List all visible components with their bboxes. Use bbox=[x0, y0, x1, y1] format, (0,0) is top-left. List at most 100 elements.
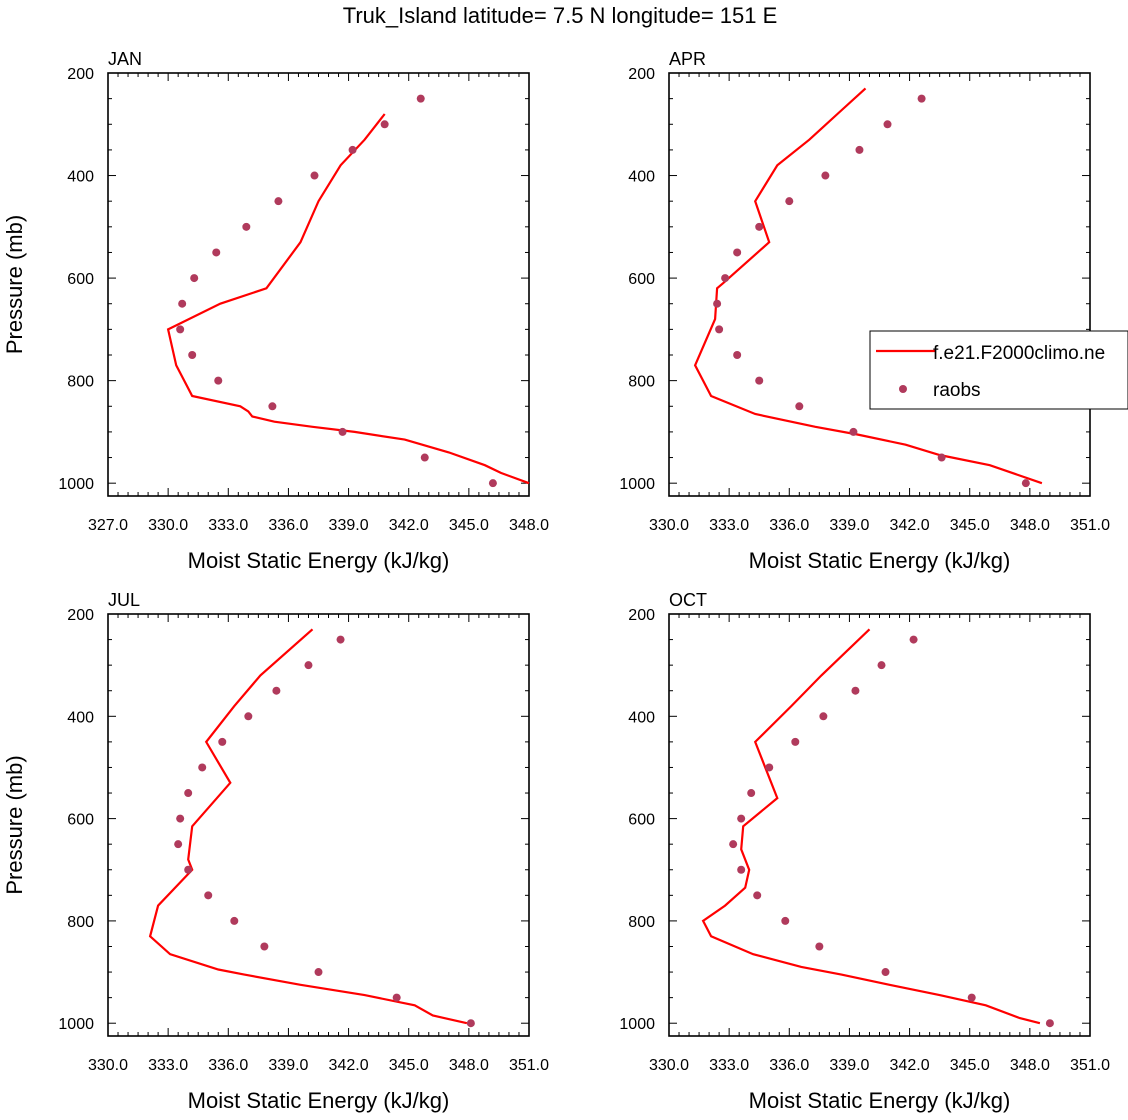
x-tick-label: 333.0 bbox=[148, 1057, 188, 1074]
raobs-point bbox=[184, 865, 193, 874]
raobs-point bbox=[230, 916, 239, 925]
raobs-point bbox=[1045, 1019, 1054, 1028]
figure-title: Truk_Island latitude= 7.5 N longitude= 1… bbox=[343, 3, 778, 28]
raobs-point bbox=[713, 299, 722, 308]
y-tick-label: 1000 bbox=[58, 476, 94, 493]
raobs-point bbox=[190, 274, 199, 283]
raobs-point bbox=[917, 94, 926, 103]
raobs-point bbox=[851, 686, 860, 695]
y-axis-title: Pressure (mb) bbox=[2, 215, 27, 354]
raobs-point bbox=[881, 968, 890, 977]
x-tick-label: 339.0 bbox=[268, 1057, 308, 1074]
raobs-point bbox=[737, 814, 746, 823]
y-tick-label: 800 bbox=[67, 914, 94, 931]
y-tick-label: 200 bbox=[628, 607, 655, 624]
x-tick-label: 342.0 bbox=[890, 1057, 930, 1074]
x-tick-label: 345.0 bbox=[950, 1057, 990, 1074]
raobs-point bbox=[242, 222, 251, 231]
raobs-point bbox=[737, 865, 746, 874]
raobs-point bbox=[174, 840, 183, 849]
x-axis-title: Moist Static Energy (kJ/kg) bbox=[188, 548, 450, 573]
chart-panel-apr: 330.0 333.0 336.0 339.0 342.0 345.0 348.0 351.0… bbox=[619, 49, 1128, 573]
raobs-point bbox=[855, 145, 864, 154]
x-tick-label: 330.0 bbox=[649, 1057, 689, 1074]
panels-group: 327.0 330.0 333.0 336.0 339.0 342.0 345.0 348.0… bbox=[2, 49, 1128, 1113]
raobs-point bbox=[755, 376, 764, 385]
plot-frame bbox=[107, 72, 530, 497]
series-line-model bbox=[148, 628, 468, 1025]
raobs-point bbox=[937, 453, 946, 462]
legend-label-raobs: raobs bbox=[933, 380, 981, 401]
raobs-point bbox=[819, 712, 828, 721]
x-tick-label: 330.0 bbox=[148, 517, 188, 534]
panel-label: JAN bbox=[108, 49, 142, 69]
y-tick-label: 1000 bbox=[619, 1016, 655, 1033]
raobs-point bbox=[272, 686, 281, 695]
raobs-point bbox=[348, 145, 357, 154]
raobs-point bbox=[380, 120, 389, 129]
x-tick-label: 351.0 bbox=[1070, 517, 1110, 534]
y-tick-label: 800 bbox=[67, 374, 94, 391]
x-tick-label: 336.0 bbox=[268, 517, 308, 534]
raobs-point bbox=[466, 1019, 475, 1028]
y-tick-label: 400 bbox=[67, 709, 94, 726]
raobs-point bbox=[765, 763, 774, 772]
x-tick-label: 348.0 bbox=[509, 517, 549, 534]
y-tick-label: 400 bbox=[628, 169, 655, 186]
raobs-point bbox=[212, 248, 221, 257]
x-tick-label: 339.0 bbox=[829, 1057, 869, 1074]
series-line-model bbox=[166, 113, 530, 485]
plot-frame bbox=[668, 613, 1091, 1037]
x-tick-label: 348.0 bbox=[449, 1057, 489, 1074]
y-tick-label: 200 bbox=[67, 66, 94, 83]
raobs-point bbox=[815, 942, 824, 951]
raobs-point bbox=[268, 402, 277, 411]
plot-frame bbox=[668, 72, 1091, 497]
raobs-point bbox=[314, 968, 323, 977]
legend: f.e21.F2000climo.ne raobs bbox=[869, 330, 1128, 410]
raobs-point bbox=[849, 427, 858, 436]
x-tick-label: 342.0 bbox=[329, 1057, 369, 1074]
legend-label-model: f.e21.F2000climo.ne bbox=[933, 343, 1105, 364]
raobs-point bbox=[733, 351, 742, 359]
raobs-point bbox=[821, 171, 830, 180]
x-axis-title: Moist Static Energy (kJ/kg) bbox=[749, 548, 1011, 573]
x-tick-label: 351.0 bbox=[509, 1057, 549, 1074]
raobs-point bbox=[244, 712, 253, 721]
panel-label: OCT bbox=[669, 590, 707, 610]
chart-panel-oct: 330.0 333.0 336.0 339.0 342.0 345.0 348.0 351.0… bbox=[619, 590, 1110, 1113]
chart-panel-jan: 327.0 330.0 333.0 336.0 339.0 342.0 345.0 348.0… bbox=[2, 49, 549, 573]
raobs-point bbox=[214, 376, 223, 385]
x-tick-label: 330.0 bbox=[649, 517, 689, 534]
raobs-point bbox=[304, 661, 313, 670]
x-tick-label: 336.0 bbox=[769, 517, 809, 534]
series-line-model bbox=[693, 87, 1043, 485]
x-tick-label: 342.0 bbox=[890, 517, 930, 534]
x-tick-label: 327.0 bbox=[88, 517, 128, 534]
x-tick-label: 333.0 bbox=[208, 517, 248, 534]
raobs-point bbox=[218, 737, 227, 746]
raobs-point bbox=[721, 274, 730, 283]
x-tick-label: 345.0 bbox=[950, 517, 990, 534]
raobs-point bbox=[310, 171, 319, 180]
x-tick-label: 339.0 bbox=[829, 517, 869, 534]
raobs-point bbox=[795, 402, 804, 411]
x-tick-label: 345.0 bbox=[449, 517, 489, 534]
raobs-point bbox=[176, 325, 185, 334]
y-tick-label: 400 bbox=[628, 709, 655, 726]
y-tick-label: 200 bbox=[67, 607, 94, 624]
y-tick-label: 400 bbox=[67, 169, 94, 186]
x-axis-title: Moist Static Energy (kJ/kg) bbox=[749, 1088, 1011, 1113]
x-tick-label: 330.0 bbox=[88, 1057, 128, 1074]
raobs-point bbox=[967, 993, 976, 1002]
raobs-point bbox=[877, 661, 886, 670]
raobs-point bbox=[274, 197, 283, 206]
raobs-point bbox=[781, 916, 790, 925]
raobs-point bbox=[178, 299, 187, 308]
raobs-point bbox=[338, 427, 347, 436]
raobs-point bbox=[883, 120, 892, 129]
x-tick-label: 333.0 bbox=[709, 517, 749, 534]
raobs-point bbox=[184, 789, 193, 798]
raobs-point bbox=[785, 197, 794, 206]
